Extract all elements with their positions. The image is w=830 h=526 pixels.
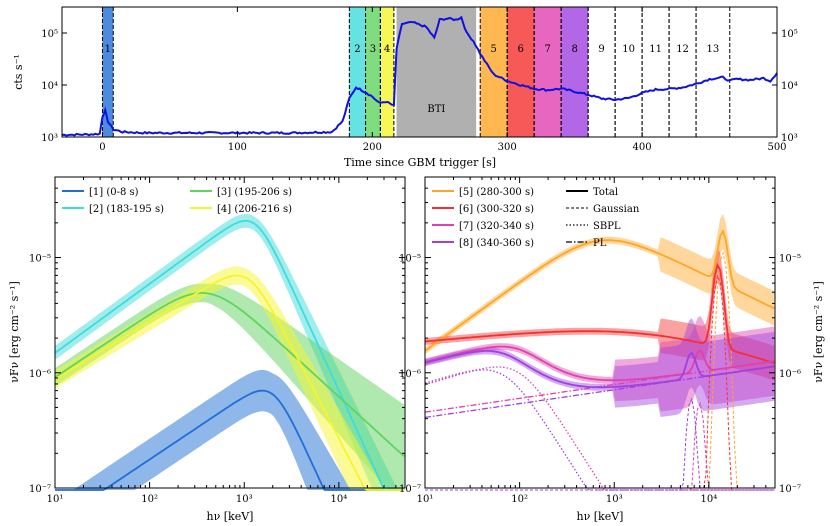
interval-band-5 — [480, 7, 508, 137]
spectrum-right-band-5 — [425, 214, 775, 355]
legend-right-entry-8: [8] (340-360 s) — [459, 238, 534, 249]
interval-label-6: 6 — [517, 44, 523, 55]
spectra-left-ylabel: νFν [erg cm⁻² s⁻¹] — [8, 281, 21, 383]
interval-label-5: 5 — [491, 44, 497, 55]
spectrum-right-total-6 — [424, 262, 775, 364]
ytick-label: 10⁻⁶ — [29, 369, 51, 380]
xtick-label: 10³ — [606, 494, 623, 505]
ytick-label-right: 10⁻⁷ — [779, 484, 801, 495]
legend-entry-4: [4] (206-216 s) — [217, 204, 292, 215]
interval-band-8 — [561, 7, 589, 137]
legend-style-gaussian: Gaussian — [593, 204, 640, 215]
xtick-label: 10⁴ — [700, 494, 717, 505]
xtick-label: 10¹ — [417, 494, 434, 505]
spectrum-line-1 — [55, 389, 405, 491]
lc-ytick-label: 10⁴ — [41, 81, 58, 92]
interval-label-8: 8 — [571, 44, 577, 55]
spectrum-right-total-5 — [424, 229, 775, 352]
light-curve-line — [61, 15, 778, 137]
light-curve-ylabel: cts s⁻¹ — [12, 54, 25, 90]
light-curve-frame — [61, 6, 778, 138]
lc-ytick-label-right: 10⁵ — [781, 29, 798, 40]
legend-right-entry-5: [5] (280-300 s) — [459, 187, 534, 198]
legend-style-total: Total — [593, 187, 618, 198]
legend-entry-1: [1] (0-8 s) — [89, 187, 139, 198]
xtick-label: 10² — [511, 494, 528, 505]
spectrum-line-2 — [54, 219, 405, 491]
lc-xtick-label: 0 — [99, 142, 105, 153]
interval-band-7 — [534, 7, 562, 137]
spectra-right-ylabel: νFν [erg cm⁻² s⁻¹] — [812, 281, 825, 383]
xtick-label: 10² — [141, 494, 158, 505]
interval-band-4 — [380, 7, 394, 137]
spectrum-right-pl-8 — [424, 365, 775, 419]
spectrum-band-1 — [55, 369, 405, 490]
legend-entry-2: [2] (183-195 s) — [89, 204, 164, 215]
ytick-label-right: 10⁻⁵ — [779, 254, 801, 265]
lc-ytick-label: 10³ — [41, 133, 58, 144]
spectrum-band-4 — [55, 266, 405, 490]
spectra-right-panel: 10¹ 10² 10³ 10⁴ 10⁻⁷ 10⁻⁶ 10⁻⁵ 10⁻⁷ 10⁻⁶ 10⁻⁵ νFν… — [399, 176, 825, 523]
interval-label-7: 7 — [544, 44, 550, 55]
lc-xtick-label: 400 — [633, 142, 652, 153]
spectrum-right-gaussian-5 — [425, 251, 775, 491]
light-curve-xlabel: Time since GBM trigger [s] — [344, 156, 496, 169]
lc-ytick-label-right: 10³ — [781, 133, 798, 144]
interval-label-9: 9 — [598, 44, 604, 55]
interval-label-1: 1 — [105, 44, 111, 55]
ytick-label: 10⁻⁵ — [399, 254, 421, 265]
spectra-left-xlabel: hν [keV] — [207, 510, 254, 523]
ytick-label-right: 10⁻⁶ — [779, 369, 801, 380]
bti-label: BTI — [427, 104, 445, 115]
spectrum-line-3 — [54, 292, 405, 457]
interval-label-11: 11 — [649, 44, 662, 55]
spectra-right-xlabel: hν [keV] — [577, 510, 624, 523]
spectrum-right-band-8 — [425, 318, 775, 417]
lc-ytick-label-right: 10⁴ — [781, 81, 798, 92]
legend-right-entry-6: [6] (300-320 s) — [459, 204, 534, 215]
spectrum-right-sbpl-8 — [424, 369, 775, 491]
spectra-left-panel: 10¹ 10² 10³ 10⁴ 10⁻⁷ 10⁻⁶ 10⁻⁵ νFν [erg cm⁻² s… — [8, 176, 406, 523]
interval-label-3: 3 — [370, 44, 376, 55]
spectrum-right-gaussian-7 — [425, 401, 775, 491]
interval-band-2 — [349, 7, 366, 137]
spectrum-right-band-6 — [425, 247, 775, 381]
interval-label-10: 10 — [622, 44, 635, 55]
spectrum-line-4 — [54, 274, 405, 491]
legend-style-pl: PL — [593, 238, 607, 249]
ytick-label: 10⁻⁵ — [29, 254, 51, 265]
lc-xtick-label: 100 — [228, 142, 247, 153]
spectrum-band-2 — [55, 213, 405, 490]
interval-band-1 — [102, 7, 114, 137]
lc-xtick-label: 500 — [767, 142, 786, 153]
xtick-label: 10³ — [236, 494, 253, 505]
legend-style-sbpl: SBPL — [593, 221, 621, 232]
legend-right-entry-7: [7] (320-340 s) — [459, 221, 534, 232]
interval-label-13: 13 — [707, 44, 720, 55]
interval-label-4: 4 — [384, 44, 390, 55]
spectrum-right-gaussian-8 — [425, 397, 775, 491]
ytick-label: 10⁻⁶ — [399, 369, 421, 380]
spectrum-right-total-8 — [424, 350, 775, 389]
ytick-label: 10⁻⁷ — [29, 484, 51, 495]
legend-entry-3: [3] (195-206 s) — [217, 187, 292, 198]
lc-ytick-label: 10⁵ — [41, 29, 58, 40]
spectrum-band-3 — [55, 283, 405, 490]
xtick-label: 10¹ — [47, 494, 64, 505]
ytick-label: 10⁻⁷ — [399, 484, 421, 495]
lc-xtick-label: 200 — [363, 142, 382, 153]
lc-xtick-label: 300 — [498, 142, 517, 153]
interval-band-3 — [365, 7, 381, 137]
xtick-label: 10⁴ — [330, 494, 347, 505]
interval-label-2: 2 — [354, 44, 360, 55]
interval-band-6 — [507, 7, 535, 137]
spectrum-right-total-7 — [424, 345, 775, 382]
interval-label-12: 12 — [676, 44, 689, 55]
light-curve-panel: BTI 1 2 3 4 5 6 7 8 9 10 11 12 13 0 100 200 300 400 50010… — [12, 6, 798, 169]
